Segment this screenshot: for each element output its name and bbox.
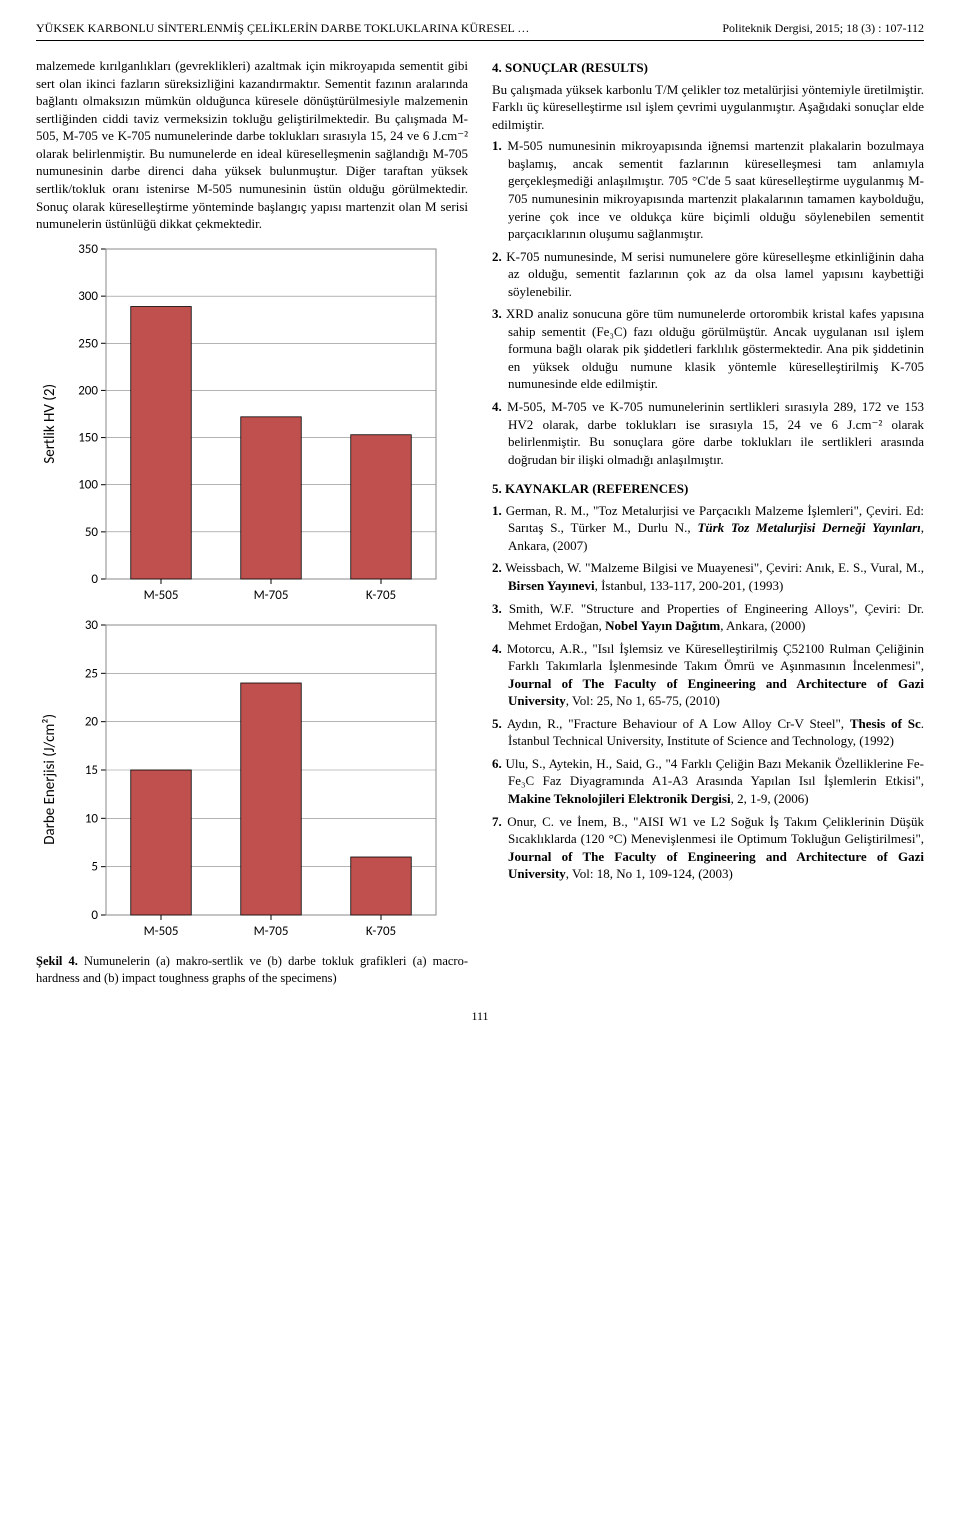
reference-number: 5. bbox=[492, 716, 502, 731]
reference-item: 3. Smith, W.F. "Structure and Properties… bbox=[492, 600, 924, 635]
svg-text:50: 50 bbox=[85, 525, 99, 540]
results-bullet-item: 4. M-505, M-705 ve K-705 numunelerinin s… bbox=[492, 398, 924, 468]
svg-text:K-705: K-705 bbox=[366, 924, 396, 939]
hardness-chart-block: Sertlik HV (2) 0 50 100 150 200 250 300 350 M-50… bbox=[36, 241, 468, 607]
energy-chart-ylabel: Darbe Enerjisi (J/cm²) bbox=[36, 714, 64, 845]
reference-text: Weissbach, W. "Malzeme Bilgisi ve Muayen… bbox=[502, 560, 924, 593]
svg-text:20: 20 bbox=[85, 714, 99, 729]
svg-text:350: 350 bbox=[78, 242, 98, 257]
svg-text:M-705: M-705 bbox=[254, 588, 289, 603]
bullet-number: 2. bbox=[492, 249, 502, 264]
figure-4-caption-rest: Numunelerin (a) makro-sertlik ve (b) dar… bbox=[36, 954, 468, 985]
results-bullet-item: 1. M-505 numunesinin mikroyapısında iğne… bbox=[492, 137, 924, 242]
svg-text:300: 300 bbox=[78, 289, 98, 304]
references-list: 1. German, R. M., "Toz Metalurjisi ve Pa… bbox=[492, 502, 924, 883]
hardness-chart-ylabel: Sertlik HV (2) bbox=[36, 384, 64, 464]
svg-text:0: 0 bbox=[92, 572, 99, 587]
svg-text:200: 200 bbox=[78, 383, 98, 398]
header-left: YÜKSEK KARBONLU SİNTERLENMİŞ ÇELİKLERİN … bbox=[36, 20, 529, 36]
svg-text:5: 5 bbox=[92, 859, 99, 874]
svg-text:15: 15 bbox=[85, 763, 98, 778]
results-bullet-list: 1. M-505 numunesinin mikroyapısında iğne… bbox=[492, 137, 924, 468]
bullet-number: 4. bbox=[492, 399, 502, 414]
references-title: 5. KAYNAKLAR (REFERENCES) bbox=[492, 480, 924, 498]
reference-item: 1. German, R. M., "Toz Metalurjisi ve Pa… bbox=[492, 502, 924, 555]
reference-number: 2. bbox=[492, 560, 502, 575]
svg-text:M-505: M-505 bbox=[144, 924, 179, 939]
reference-item: 4. Motorcu, A.R., "Isıl İşlemsiz ve Küre… bbox=[492, 640, 924, 710]
svg-text:M-705: M-705 bbox=[254, 924, 289, 939]
reference-text: Onur, C. ve İnem, B., "AISI W1 ve L2 Soğ… bbox=[502, 814, 924, 882]
energy-bar-chart: 0 5 10 15 20 25 30 M-505 M-705 K-705 bbox=[64, 617, 446, 943]
svg-text:250: 250 bbox=[78, 336, 98, 351]
right-column: 4. SONUÇLAR (RESULTS) Bu çalışmada yükse… bbox=[492, 57, 924, 990]
results-bullet-item: 2. K-705 numunesinde, M serisi numuneler… bbox=[492, 248, 924, 301]
svg-text:25: 25 bbox=[85, 666, 98, 681]
svg-text:M-505: M-505 bbox=[144, 588, 179, 603]
reference-number: 7. bbox=[492, 814, 502, 829]
svg-text:100: 100 bbox=[78, 477, 98, 492]
hardness-bar-chart: 0 50 100 150 200 250 300 350 M-505 M-705 K-705 bbox=[64, 241, 446, 607]
left-column: malzemede kırılganlıkları (gevreklikleri… bbox=[36, 57, 468, 990]
page-header: YÜKSEK KARBONLU SİNTERLENMİŞ ÇELİKLERİN … bbox=[36, 20, 924, 41]
energy-chart-block: Darbe Enerjisi (J/cm²) 0 5 10 15 20 25 30 M-505… bbox=[36, 617, 468, 943]
figure-4-caption-lead: Şekil 4. bbox=[36, 954, 78, 968]
bullet-number: 1. bbox=[492, 138, 502, 153]
results-bullet-item: 3. XRD analiz sonucuna göre tüm numunele… bbox=[492, 305, 924, 393]
reference-number: 3. bbox=[492, 601, 502, 616]
results-title: 4. SONUÇLAR (RESULTS) bbox=[492, 59, 924, 77]
svg-text:30: 30 bbox=[85, 618, 99, 633]
svg-text:150: 150 bbox=[78, 430, 98, 445]
reference-text: Ulu, S., Aytekin, H., Said, G., "4 Farkl… bbox=[502, 756, 924, 806]
reference-text: German, R. M., "Toz Metalurjisi ve Parça… bbox=[502, 503, 924, 553]
reference-text: Smith, W.F. "Structure and Properties of… bbox=[502, 601, 924, 634]
reference-item: 7. Onur, C. ve İnem, B., "AISI W1 ve L2 … bbox=[492, 813, 924, 883]
page-number: 111 bbox=[36, 1008, 924, 1024]
reference-item: 2. Weissbach, W. "Malzeme Bilgisi ve Mua… bbox=[492, 559, 924, 594]
reference-text: Aydın, R., "Fracture Behaviour of A Low … bbox=[502, 716, 924, 749]
svg-text:10: 10 bbox=[85, 811, 99, 826]
reference-text: Motorcu, A.R., "Isıl İşlemsiz ve Küresel… bbox=[502, 641, 924, 709]
header-right: Politeknik Dergisi, 2015; 18 (3) : 107-1… bbox=[722, 20, 924, 36]
figure-4-caption: Şekil 4. Numunelerin (a) makro-sertlik v… bbox=[36, 953, 468, 987]
results-intro: Bu çalışmada yüksek karbonlu T/M çelikle… bbox=[492, 81, 924, 134]
reference-number: 6. bbox=[492, 756, 502, 771]
reference-number: 1. bbox=[492, 503, 502, 518]
two-column-layout: malzemede kırılganlıkları (gevreklikleri… bbox=[36, 57, 924, 990]
svg-text:K-705: K-705 bbox=[366, 588, 396, 603]
bullet-number: 3. bbox=[492, 306, 502, 321]
reference-number: 4. bbox=[492, 641, 502, 656]
svg-text:0: 0 bbox=[92, 908, 99, 923]
left-paragraph-1: malzemede kırılganlıkları (gevreklikleri… bbox=[36, 57, 468, 232]
reference-item: 6. Ulu, S., Aytekin, H., Said, G., "4 Fa… bbox=[492, 755, 924, 808]
reference-item: 5. Aydın, R., "Fracture Behaviour of A L… bbox=[492, 715, 924, 750]
